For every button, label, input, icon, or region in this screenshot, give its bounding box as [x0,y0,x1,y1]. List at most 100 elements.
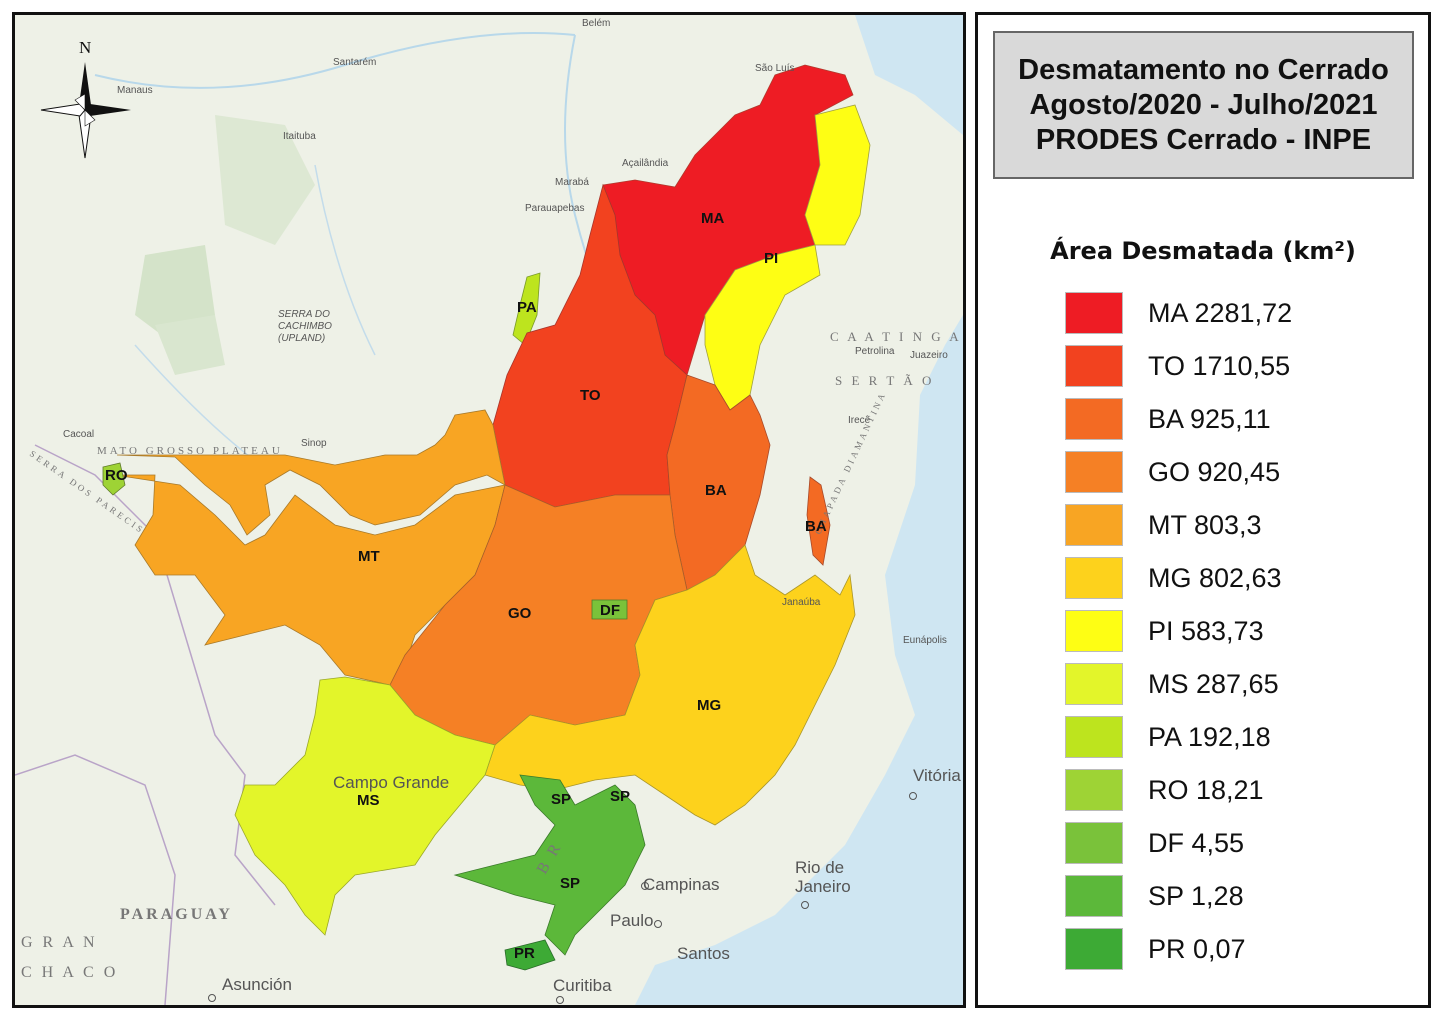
region-label: C A A T I N G A [830,329,962,344]
legend-swatch [1065,398,1123,440]
place-label: Eunápolis [903,635,947,646]
legend-item: PR 0,07 [1065,928,1246,970]
state-label-ro: RO [105,467,128,484]
place-label: Cacoal [63,429,94,440]
forest-patch [155,315,225,375]
legend-swatch [1065,557,1123,599]
state-label-mt: MT [358,548,380,565]
place-label: Rio de [795,858,844,877]
legend-label: TO 1710,55 [1148,350,1291,381]
region-ro [102,462,126,496]
map-title-line: Desmatamento no Cerrado [1018,53,1389,86]
legend-item: DF 4,55 [1065,822,1244,864]
legend-label: MT 803,3 [1148,509,1262,540]
legend-item: MG 802,63 [1065,557,1282,599]
place-label: Juazeiro [910,350,948,361]
legend-label: MA 2281,72 [1148,297,1293,328]
region-label: MATO GROSSO PLATEAU [97,445,283,457]
legend-item: PI 583,73 [1065,610,1264,652]
region-mg [484,544,856,826]
legend-item: MS 287,65 [1065,663,1279,705]
state-label-sp: SP [560,875,580,892]
region-label: C H A C O [21,964,118,981]
legend-swatch [1065,345,1123,387]
legend-item: RO 18,21 [1065,769,1264,811]
city-dot [909,792,917,800]
place-label: Marabá [555,177,589,188]
map-title-box: Desmatamento no Cerrado Agosto/2020 - Ju… [993,31,1414,179]
place-label: Asunción [222,975,292,994]
legend-swatch [1065,504,1123,546]
place-label: São Luís [755,63,794,74]
place-label: Janaúba [782,597,821,608]
legend-swatch [1065,716,1123,758]
place-label: Campo Grande [333,773,449,792]
compass-rose-icon: N [40,38,131,159]
state-label-ba: BA [705,482,727,499]
region-ms [234,676,496,936]
legend-label: PI 583,73 [1148,615,1264,646]
place-label: Irecê [848,415,871,426]
region-label: SERRA DO [278,309,330,320]
city-dot [654,920,662,928]
legend-item: MT 803,3 [1065,504,1262,546]
state-label-sp: SP [551,791,571,808]
place-label: Petrolina [855,346,895,357]
place-label: Paulo [610,911,653,930]
north-label: N [79,38,91,57]
legend-item: SP 1,28 [1065,875,1244,917]
legend-item: TO 1710,55 [1065,345,1290,387]
state-label-df: DF [600,602,620,619]
legend-label: DF 4,55 [1148,827,1245,858]
region-label: S E R T Ã O [835,373,934,388]
legend-panel: Desmatamento no Cerrado Agosto/2020 - Ju… [975,12,1431,1008]
region-label: CACHIMBO [278,321,332,332]
legend-heading: Área Desmatada (km²) [1050,237,1356,265]
state-label-to: TO [580,387,601,404]
place-label: Curitiba [553,976,612,995]
legend-item: PA 192,18 [1065,716,1271,758]
state-label-go: GO [508,605,532,622]
legend-swatch [1065,928,1123,970]
legend-label: PR 0,07 [1148,933,1246,964]
region-label: PARAGUAY [120,906,233,923]
place-label: Janeiro [795,877,851,896]
place-label: Sinop [301,438,327,449]
legend-label: MS 287,65 [1148,668,1279,699]
city-dot [556,996,564,1004]
legend-swatch [1065,610,1123,652]
map-panel: Belém São Luís Manaus Santarém Itaituba … [12,12,966,1008]
place-label: Belém [582,18,610,29]
legend-label: SP 1,28 [1148,880,1244,911]
region-df [591,599,628,620]
city-dot [208,994,216,1002]
legend-label: BA 925,11 [1148,403,1271,434]
region-label: (UPLAND) [278,333,325,344]
place-label: Campinas [643,875,720,894]
border-line [15,754,176,1005]
legend-item: GO 920,45 [1065,451,1280,493]
forest-patch [215,115,315,245]
legend-swatch [1065,875,1123,917]
place-label: Itaituba [283,131,316,142]
city-dot [641,882,649,890]
place-label: Vitória [913,766,961,785]
state-label-pa: PA [517,299,537,316]
region-pr [504,939,556,971]
river [94,32,576,89]
legend-swatch [1065,769,1123,811]
legend-item: BA 925,11 [1065,398,1271,440]
legend-swatch [1065,822,1123,864]
region-sp [453,774,646,956]
legend-label: GO 920,45 [1148,456,1281,487]
map-title-line: PRODES Cerrado - INPE [1035,123,1372,156]
legend-swatch [1065,292,1123,334]
legend-swatch [1065,451,1123,493]
state-label-ma: MA [701,210,724,227]
state-label-pi: PI [764,250,778,267]
state-label-ba-east: BA [805,518,827,535]
state-label-sp: SP [610,788,630,805]
city-dot [801,901,809,909]
map-canvas: Belém São Luís Manaus Santarém Itaituba … [15,15,963,1005]
river [314,164,376,356]
